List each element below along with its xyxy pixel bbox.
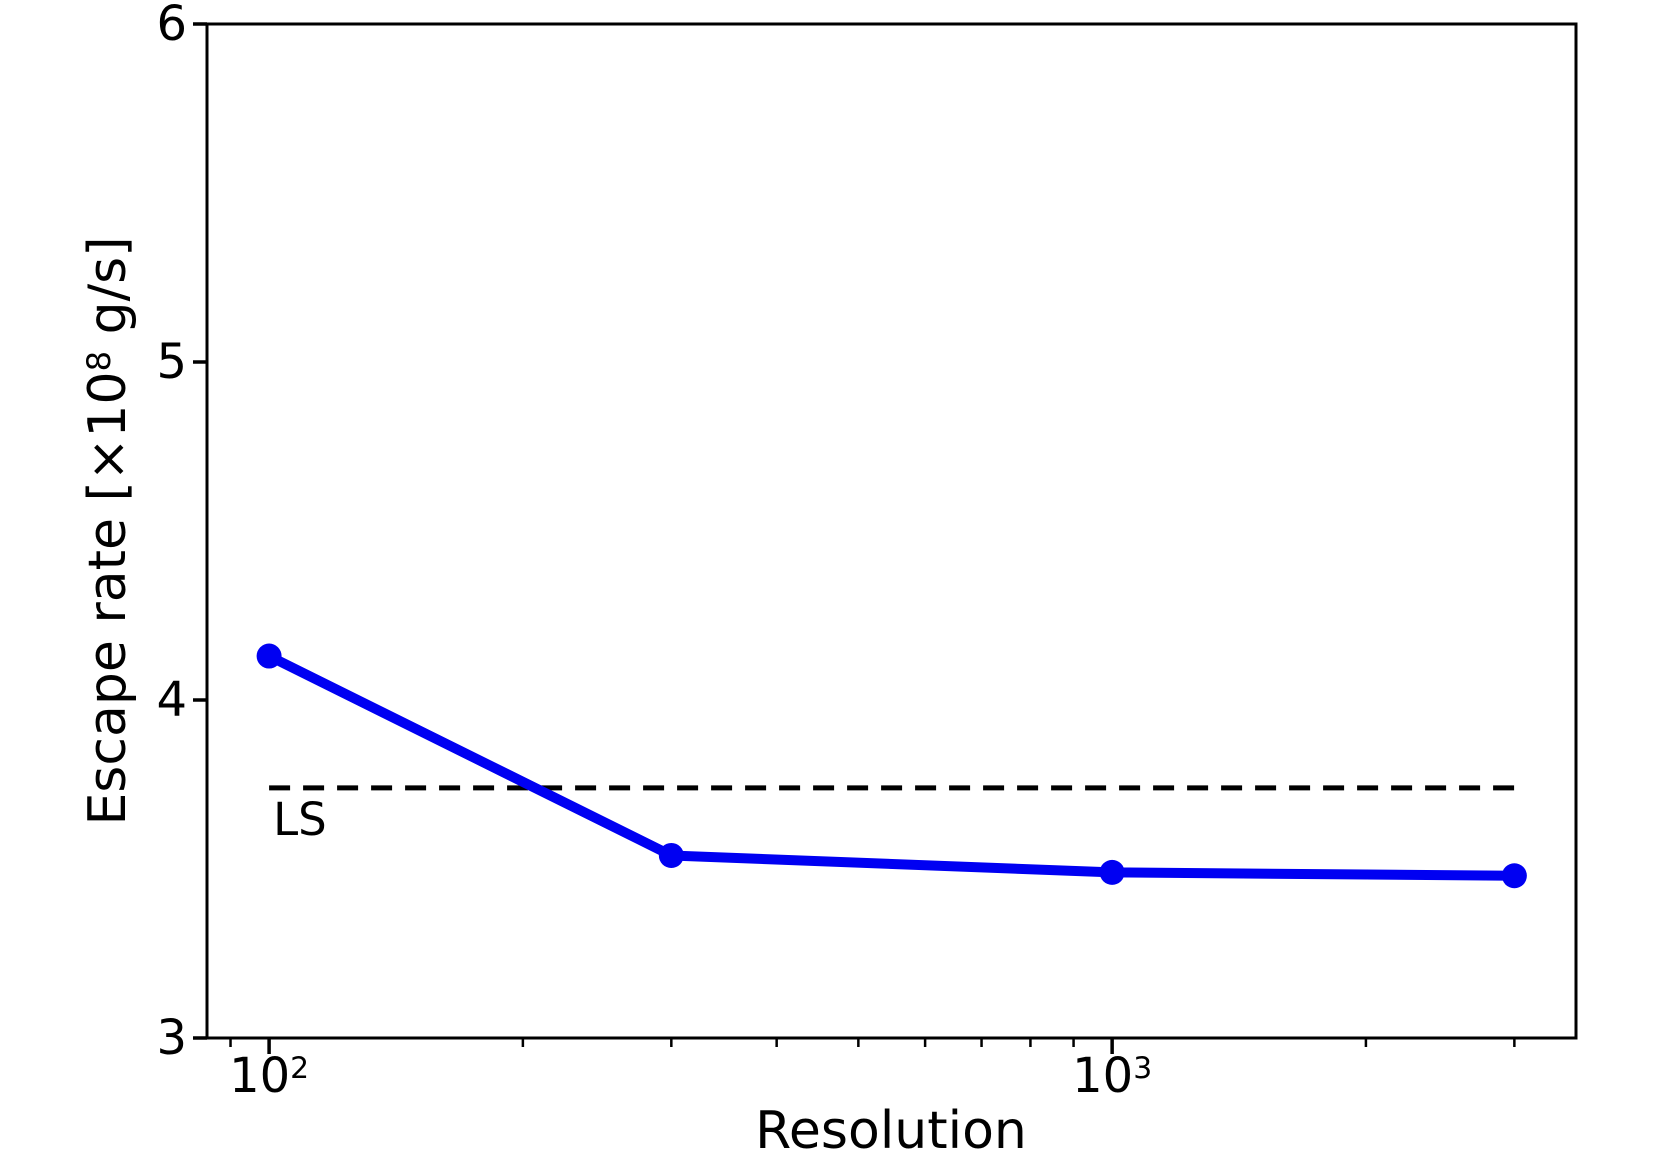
- data-line: [264, 651, 1520, 881]
- data-point-marker: [1501, 863, 1527, 889]
- y-tick-label: 3: [156, 1010, 187, 1066]
- x-tick-label: 103: [1032, 1048, 1192, 1104]
- x-axis-label: Resolution: [755, 1101, 1027, 1161]
- x-tick-exponent: 3: [1133, 1050, 1153, 1086]
- x-tick-label: 102: [189, 1048, 349, 1104]
- reference-line-label: LS: [273, 792, 327, 846]
- x-tick-base: 10: [1072, 1048, 1134, 1104]
- x-tick-base: 10: [229, 1048, 291, 1104]
- plot-border: [205, 22, 1578, 1040]
- data-point-marker: [256, 643, 282, 669]
- y-tick-label: 5: [156, 334, 187, 390]
- y-tick-label: 6: [156, 0, 187, 52]
- data-point-marker: [1099, 859, 1125, 885]
- y-axis-label: Escape rate [×108 g/s]: [78, 24, 138, 1038]
- y-tick-label: 4: [156, 672, 187, 728]
- y-axis-label-text: Escape rate [×10: [78, 371, 138, 826]
- x-tick-exponent: 2: [290, 1050, 310, 1086]
- data-point-marker: [658, 842, 684, 868]
